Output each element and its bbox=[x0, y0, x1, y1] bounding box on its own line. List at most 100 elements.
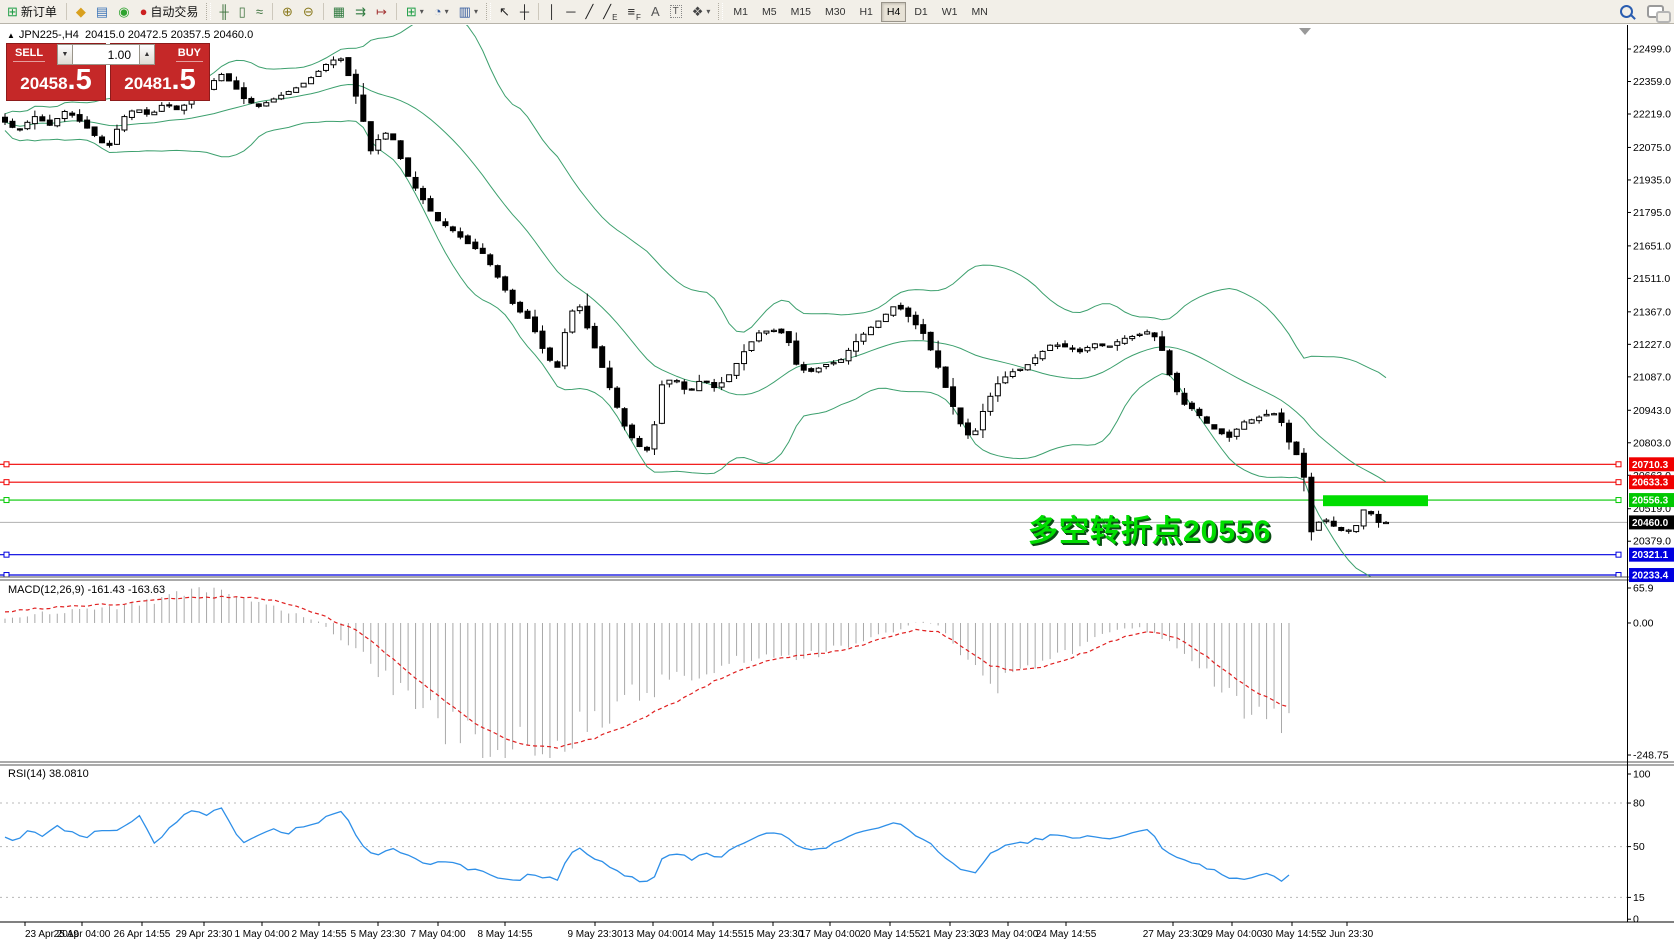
text-label-button[interactable]: T bbox=[666, 2, 686, 22]
zoom-in-button[interactable]: ⊕ bbox=[278, 2, 297, 22]
timeframe-button-h1[interactable]: H1 bbox=[859, 5, 873, 18]
timeframe-button-d1[interactable]: D1 bbox=[914, 5, 928, 18]
price-badge-label: 20460.0 bbox=[1632, 518, 1669, 529]
timeframe-button-mn[interactable]: MN bbox=[971, 5, 988, 18]
chart-annotation-text[interactable]: 多空转折点20556 bbox=[1028, 515, 1272, 548]
autotrading-icon: ● bbox=[139, 4, 148, 19]
new-order-icon: ⊞ bbox=[7, 3, 18, 19]
line-chart-button[interactable]: ≈ bbox=[252, 2, 267, 22]
chart-shift-button[interactable]: ↦ bbox=[372, 2, 391, 22]
price-tick-label: 21367.0 bbox=[1633, 306, 1671, 318]
signals-button[interactable]: ◉ bbox=[114, 2, 133, 22]
line-endpoint-marker[interactable] bbox=[3, 479, 10, 486]
chart-canvas[interactable]: 22499.0 22359.0 22219.0 22075.0 21935.0 21795… bbox=[0, 25, 1674, 944]
highlight-rectangle[interactable] bbox=[1323, 495, 1428, 507]
macd-pane bbox=[4, 587, 1290, 758]
price-badge-label: 20556.3 bbox=[1632, 496, 1669, 507]
price-tick-label: 21087.0 bbox=[1633, 371, 1671, 383]
line-endpoint-marker[interactable] bbox=[3, 461, 10, 468]
time-axis-label: 29 Apr 23:30 bbox=[176, 929, 233, 940]
price-badge bbox=[1629, 493, 1674, 508]
periods-button[interactable]: ◔ ▾ bbox=[433, 4, 449, 19]
trendline-button[interactable]: ╱ bbox=[581, 2, 597, 22]
line-endpoint-marker[interactable] bbox=[1615, 461, 1622, 468]
price-badge-label: 20321.1 bbox=[1632, 550, 1669, 561]
price-tick-label: 21227.0 bbox=[1633, 339, 1671, 351]
macd-scale-label: -248.75 bbox=[1633, 750, 1669, 762]
search-icon[interactable] bbox=[1620, 5, 1633, 18]
timeframe-button-w1[interactable]: W1 bbox=[941, 5, 958, 18]
chart-shift-marker[interactable] bbox=[1299, 28, 1311, 35]
templates-button[interactable]: ▥ ▾ bbox=[458, 3, 478, 19]
chat-icon[interactable] bbox=[1647, 5, 1671, 23]
timeframe-button-m30[interactable]: M30 bbox=[825, 5, 846, 18]
volume-increase-button[interactable]: ▲ bbox=[139, 44, 155, 65]
sell-label: SELL bbox=[13, 47, 46, 62]
price-badge bbox=[1629, 475, 1674, 490]
main-chart-pane bbox=[0, 25, 1627, 578]
zoom-out-button[interactable]: ⊖ bbox=[299, 2, 318, 22]
auto-scroll-button[interactable]: ⇉ bbox=[351, 2, 370, 22]
rsi-scale-label: 80 bbox=[1633, 798, 1645, 810]
vertical-line-button[interactable]: │ bbox=[544, 2, 560, 22]
line-endpoint-marker[interactable] bbox=[1615, 497, 1622, 504]
text-button[interactable]: A bbox=[647, 2, 664, 22]
tile-windows-button[interactable]: ▦ bbox=[329, 2, 349, 22]
line-endpoint-marker[interactable] bbox=[3, 572, 10, 578]
price-tick-label: 21935.0 bbox=[1633, 174, 1671, 186]
line-endpoint-marker[interactable] bbox=[1615, 572, 1622, 578]
line-endpoint-marker[interactable] bbox=[3, 497, 10, 504]
market-watch-button[interactable]: ▤ bbox=[92, 2, 112, 22]
line-endpoint-marker[interactable] bbox=[3, 551, 10, 558]
rsi-scale-label: 15 bbox=[1633, 892, 1645, 904]
time-axis-label: 15 May 23:30 bbox=[743, 929, 804, 940]
price-badge bbox=[1629, 457, 1674, 472]
line-endpoint-marker[interactable] bbox=[1615, 551, 1622, 558]
metaeditor-button[interactable]: ◆ bbox=[72, 2, 90, 22]
new-order-button[interactable]: ⊞ 新订单 bbox=[7, 3, 57, 20]
arrows-button[interactable]: ❖ ▾ bbox=[691, 3, 711, 19]
price-tick-label: 22219.0 bbox=[1633, 109, 1671, 121]
rsi-indicator-label: RSI(14) 38.0810 bbox=[8, 768, 89, 780]
text-icon: A bbox=[650, 4, 660, 19]
candlestick-chart-button[interactable]: ▯ bbox=[235, 2, 250, 22]
buy-label: BUY bbox=[175, 47, 203, 62]
price-tick-label: 21795.0 bbox=[1633, 207, 1671, 219]
cursor-button[interactable]: ↖ bbox=[495, 2, 514, 22]
cursor-icon: ↖ bbox=[498, 3, 510, 19]
timeframe-button-m5[interactable]: M5 bbox=[761, 5, 777, 18]
toolbar-grip bbox=[206, 3, 212, 20]
symbol-name: JPN225-,H4 bbox=[18, 29, 79, 41]
timeframe-button-h4[interactable]: H4 bbox=[880, 1, 907, 22]
toolbar-separator bbox=[322, 3, 324, 20]
horizontal-line-button[interactable]: ─ bbox=[562, 2, 579, 22]
crosshair-button[interactable]: ┼ bbox=[516, 2, 533, 22]
time-axis-label: 27 May 23:30 bbox=[1143, 929, 1204, 940]
volume-input[interactable] bbox=[73, 44, 139, 65]
price-badge-label: 20233.4 bbox=[1632, 571, 1669, 582]
candlestick-chart-icon: ▯ bbox=[238, 3, 246, 19]
timeframe-button-m15[interactable]: M15 bbox=[790, 5, 812, 18]
time-axis-label: 2 May 14:55 bbox=[291, 929, 346, 940]
time-axis-label: 20 May 14:55 bbox=[860, 929, 921, 940]
line-endpoint-marker[interactable] bbox=[1615, 479, 1622, 486]
timeframe-button-m1[interactable]: M1 bbox=[733, 5, 748, 18]
one-click-collapse-arrow[interactable]: ▲ bbox=[7, 31, 15, 40]
bar-chart-button[interactable]: ╫ bbox=[215, 2, 232, 22]
toolbar-separator bbox=[538, 3, 540, 20]
auto-scroll-icon: ⇉ bbox=[355, 3, 366, 19]
equidistant-channel-button[interactable]: ╱ E bbox=[603, 3, 618, 22]
volume-decrease-button[interactable]: ▼ bbox=[57, 44, 73, 65]
sell-price: 20458.5 bbox=[20, 64, 92, 96]
fibonacci-icon: ≡ bbox=[627, 4, 636, 19]
volume-control: ▼ ▲ bbox=[57, 44, 155, 65]
bar-chart-icon: ╫ bbox=[219, 4, 229, 19]
price-tick-label: 22359.0 bbox=[1633, 76, 1671, 88]
time-axis-label: 17 May 04:00 bbox=[800, 929, 861, 940]
indicators-button[interactable]: ⊞ ▾ bbox=[405, 3, 424, 19]
autotrading-button[interactable]: ● 自动交易 bbox=[139, 4, 199, 19]
fibonacci-button[interactable]: ≡ F bbox=[627, 4, 641, 22]
zoom-out-icon: ⊖ bbox=[302, 3, 314, 19]
crosshair-icon: ┼ bbox=[519, 4, 530, 19]
price-badge bbox=[1629, 568, 1674, 583]
